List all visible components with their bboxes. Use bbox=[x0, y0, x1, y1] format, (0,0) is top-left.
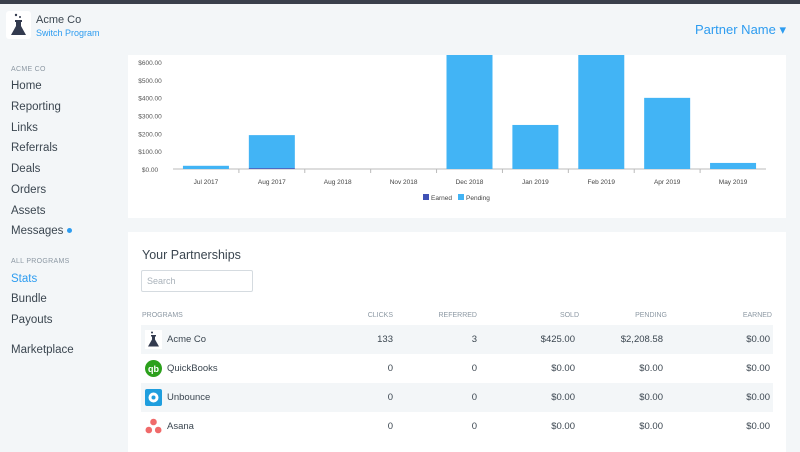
earned-value: $0.00 bbox=[746, 334, 770, 345]
program-name[interactable]: Unbounce bbox=[167, 392, 211, 403]
sidebar-item-messages[interactable]: Messages bbox=[11, 225, 73, 237]
col-pending: PENDING bbox=[635, 312, 667, 319]
y-tick-label: $200.00 bbox=[138, 131, 162, 138]
program-name[interactable]: Acme Co bbox=[167, 334, 207, 345]
clicks-value: 0 bbox=[387, 392, 393, 403]
window-top-bar bbox=[0, 0, 800, 4]
x-tick-label: Aug 2017 bbox=[258, 179, 286, 186]
sidebar-item-deals[interactable]: Deals bbox=[11, 163, 41, 175]
col-sold: SOLD bbox=[559, 312, 579, 319]
table-row[interactable]: Acme Co 133 3 $425.00 $2,208.58 $0.00 bbox=[141, 325, 773, 354]
referred-value: 0 bbox=[471, 392, 477, 403]
bar-pending bbox=[710, 162, 757, 169]
partnerships-card: Your Partnerships PROGRAMS CLICKS REFERR… bbox=[128, 232, 786, 452]
y-tick-label: $100.00 bbox=[138, 149, 162, 156]
switch-program-link[interactable]: Switch Program bbox=[36, 28, 100, 38]
y-tick-label: $500.00 bbox=[138, 78, 162, 85]
bar-pending bbox=[446, 45, 493, 170]
x-tick-label: Feb 2019 bbox=[588, 179, 616, 186]
section-label-all-programs: ALL PROGRAMS bbox=[11, 258, 70, 265]
x-tick-label: Apr 2019 bbox=[654, 179, 681, 186]
earned-value: $0.00 bbox=[746, 421, 770, 432]
table-row[interactable]: qb QuickBooks 0 0 $0.00 $0.00 $0.00 bbox=[141, 354, 773, 383]
brand-name: Acme Co bbox=[36, 14, 82, 26]
pending-value: $0.00 bbox=[639, 363, 663, 374]
section-label-acme: ACME CO bbox=[11, 66, 46, 73]
y-tick-label: $0.00 bbox=[142, 167, 159, 174]
y-tick-label: $400.00 bbox=[138, 96, 162, 103]
col-earned: EARNED bbox=[742, 312, 772, 319]
search-input[interactable] bbox=[141, 270, 253, 292]
sold-value: $0.00 bbox=[551, 363, 575, 374]
legend-label-pending: Pending bbox=[466, 195, 490, 202]
referred-value: 0 bbox=[471, 363, 477, 374]
x-tick-label: Aug 2018 bbox=[324, 179, 352, 186]
program-name[interactable]: Asana bbox=[167, 421, 194, 432]
sold-value: $0.00 bbox=[551, 392, 575, 403]
sidebar-item-home[interactable]: Home bbox=[11, 80, 42, 92]
program-name[interactable]: QuickBooks bbox=[167, 363, 218, 374]
col-clicks: CLICKS bbox=[367, 312, 393, 319]
pending-value: $0.00 bbox=[639, 421, 663, 432]
earnings-chart: $0.00 $100.00 $200.00 $300.00 $400.00 $500.00… bbox=[138, 45, 766, 202]
y-tick-label: $300.00 bbox=[138, 114, 162, 121]
partner-menu[interactable]: Partner Name ▾ bbox=[694, 22, 786, 37]
bar-earned bbox=[248, 168, 295, 169]
sold-value: $425.00 bbox=[540, 334, 575, 345]
unbounce-icon bbox=[145, 388, 162, 407]
x-tick-label: Nov 2018 bbox=[390, 179, 418, 186]
sidebar-item-stats[interactable]: Stats bbox=[11, 273, 38, 285]
x-tick-label: May 2019 bbox=[719, 179, 748, 186]
svg-text:qb: qb bbox=[148, 364, 159, 374]
clicks-value: 133 bbox=[377, 334, 393, 345]
sidebar-item-marketplace[interactable]: Marketplace bbox=[11, 344, 74, 356]
bar-pending bbox=[578, 45, 625, 170]
sidebar-item-bundle[interactable]: Bundle bbox=[11, 293, 47, 305]
clicks-value: 0 bbox=[387, 363, 393, 374]
col-programs: PROGRAMS bbox=[142, 312, 183, 319]
partnerships-title: Your Partnerships bbox=[142, 248, 241, 262]
legend-swatch-earned bbox=[423, 194, 429, 200]
quickbooks-icon: qb bbox=[145, 359, 162, 378]
bar-pending bbox=[644, 97, 691, 169]
sold-value: $0.00 bbox=[551, 421, 575, 432]
x-tick-label: Jul 2017 bbox=[194, 179, 219, 186]
sidebar-item-reporting[interactable]: Reporting bbox=[11, 101, 61, 113]
referred-value: 0 bbox=[471, 421, 477, 432]
table-row[interactable]: Asana 0 0 $0.00 $0.00 $0.00 bbox=[141, 412, 773, 441]
x-tick-label: Dec 2018 bbox=[456, 179, 484, 186]
bar-pending bbox=[182, 165, 229, 169]
sidebar-item-payouts[interactable]: Payouts bbox=[11, 314, 53, 326]
header: Acme Co Switch Program Partner Name ▾ bbox=[0, 4, 800, 55]
referred-value: 3 bbox=[471, 334, 477, 345]
sidebar-item-links[interactable]: Links bbox=[11, 122, 38, 134]
messages-label: Messages bbox=[11, 225, 64, 237]
legend-label-earned: Earned bbox=[431, 195, 452, 202]
sidebar-item-assets[interactable]: Assets bbox=[11, 205, 46, 217]
earned-value: $0.00 bbox=[746, 363, 770, 374]
clicks-value: 0 bbox=[387, 421, 393, 432]
col-referred: REFERRED bbox=[438, 312, 477, 319]
flask-icon bbox=[145, 330, 162, 349]
y-tick-label: $600.00 bbox=[138, 60, 162, 67]
bar-pending bbox=[512, 124, 559, 169]
table-row[interactable]: Unbounce 0 0 $0.00 $0.00 $0.00 bbox=[141, 383, 773, 412]
sidebar-item-referrals[interactable]: Referrals bbox=[11, 142, 58, 154]
pending-value: $0.00 bbox=[639, 392, 663, 403]
earned-value: $0.00 bbox=[746, 392, 770, 403]
bar-pending bbox=[248, 135, 295, 169]
flask-logo-icon bbox=[6, 11, 31, 39]
unread-dot-icon bbox=[67, 228, 73, 234]
legend-swatch-pending bbox=[458, 194, 464, 200]
pending-value: $2,208.58 bbox=[620, 334, 663, 345]
sidebar-item-orders[interactable]: Orders bbox=[11, 184, 47, 196]
asana-icon bbox=[145, 417, 162, 436]
x-tick-label: Jan 2019 bbox=[522, 179, 549, 186]
